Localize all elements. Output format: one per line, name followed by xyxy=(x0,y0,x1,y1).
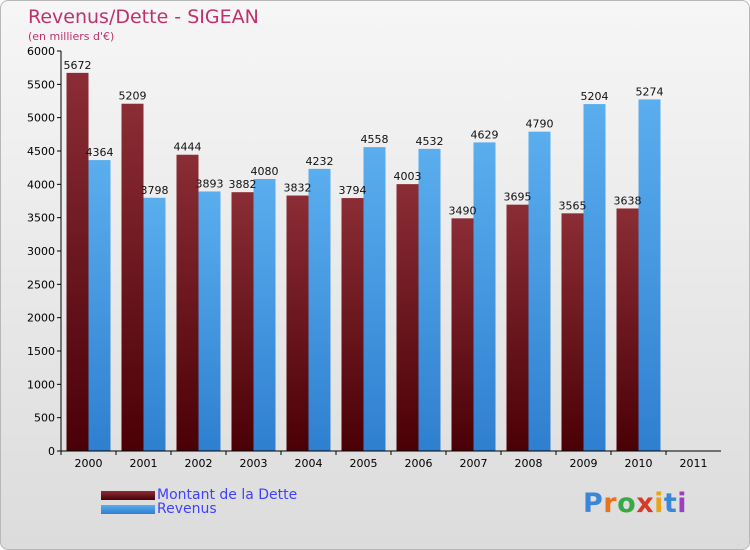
logo-letter: t xyxy=(663,488,678,519)
x-tick-label: 2005 xyxy=(350,457,378,470)
y-tick-label: 500 xyxy=(34,412,55,425)
x-tick-label: 2002 xyxy=(185,457,213,470)
x-tick-label: 2001 xyxy=(130,457,158,470)
data-label-dette: 3638 xyxy=(614,194,642,207)
data-label-revenus: 4532 xyxy=(416,135,444,148)
logo-letter: P xyxy=(583,488,604,519)
legend-label-revenus: Revenus xyxy=(157,501,217,517)
bar-revenus xyxy=(473,142,496,451)
data-label-dette: 4003 xyxy=(394,170,422,183)
bar-dette xyxy=(616,208,639,451)
data-label-revenus: 4790 xyxy=(526,118,554,131)
bar-revenus xyxy=(363,147,386,451)
bar-dette xyxy=(451,218,474,451)
x-tick-label: 2003 xyxy=(240,457,268,470)
data-label-dette: 3565 xyxy=(559,199,587,212)
data-label-dette: 3882 xyxy=(229,178,257,191)
bar-dette xyxy=(506,204,529,451)
proxiti-logo: Proxiti xyxy=(583,488,687,519)
data-label-dette: 5672 xyxy=(64,59,92,72)
logo-letter: x xyxy=(636,488,655,519)
data-label-revenus: 3798 xyxy=(141,184,169,197)
bar-revenus xyxy=(143,197,166,451)
bars xyxy=(66,72,661,452)
y-tick-label: 4000 xyxy=(27,178,55,191)
bar-dette xyxy=(176,154,199,451)
y-tick-label: 2500 xyxy=(27,278,55,291)
y-tick-label: 1500 xyxy=(27,345,55,358)
data-label-revenus: 5274 xyxy=(636,85,664,98)
bar-revenus xyxy=(253,179,276,451)
x-tick-label: 2006 xyxy=(405,457,433,470)
legend-item-revenus: Revenus xyxy=(101,501,217,517)
x-tick-label: 2000 xyxy=(75,457,103,470)
y-tick-label: 4500 xyxy=(27,145,55,158)
x-tick-label: 2004 xyxy=(295,457,323,470)
x-axis: 2000 2001 2002 2003 2004 2005 2006 2007 2008 2009… xyxy=(60,450,721,470)
x-tick-label: 2011 xyxy=(680,457,708,470)
bar-revenus xyxy=(418,148,441,451)
value-labels: 5672 5209 4444 3882 3832 3794 4003 3490 3695 3565… xyxy=(64,59,664,217)
data-label-revenus: 3893 xyxy=(196,177,224,190)
logo-letter: o xyxy=(617,488,637,519)
bar-revenus xyxy=(638,99,661,452)
data-label-revenus: 4558 xyxy=(361,133,389,146)
y-tick-label: 3500 xyxy=(27,212,55,225)
y-tick-label: 2000 xyxy=(27,312,55,325)
data-label-revenus: 4629 xyxy=(471,128,499,141)
bar-revenus xyxy=(583,104,606,452)
logo-letter: i xyxy=(677,488,688,519)
chart-title: Revenus/Dette - SIGEAN xyxy=(28,6,259,28)
y-axis: 0 500 1000 1500 2000 2500 3000 3500 4000 4500 5000… xyxy=(27,45,62,458)
bar-dette xyxy=(286,195,309,451)
data-label-dette: 5209 xyxy=(119,90,147,103)
chart-subtitle: (en milliers d'€) xyxy=(28,30,115,43)
bar-revenus xyxy=(88,160,111,452)
data-label-revenus: 4232 xyxy=(306,155,334,168)
data-label-dette: 3695 xyxy=(504,191,532,204)
bar-dette xyxy=(121,103,144,451)
data-label-revenus: 4080 xyxy=(251,165,279,178)
legend-label-dette: Montant de la Dette xyxy=(157,487,298,503)
bar-dette xyxy=(66,72,89,451)
y-tick-label: 0 xyxy=(48,445,55,458)
legend-swatch-revenus xyxy=(101,504,155,514)
data-label-revenus: 4364 xyxy=(86,146,114,159)
bar-revenus xyxy=(308,168,331,451)
y-tick-label: 5500 xyxy=(27,78,55,91)
x-tick-label: 2007 xyxy=(460,457,488,470)
data-label-dette: 3490 xyxy=(449,204,477,217)
legend-item-dette: Montant de la Dette xyxy=(101,487,298,503)
data-label-revenus: 5204 xyxy=(581,90,609,103)
bar-dette xyxy=(231,192,254,451)
data-label-dette: 3794 xyxy=(339,184,367,197)
bar-dette xyxy=(561,213,584,451)
logo-letter: r xyxy=(603,488,618,519)
legend-swatch-dette xyxy=(101,490,155,500)
bar-revenus xyxy=(528,131,551,451)
y-tick-label: 6000 xyxy=(27,45,55,58)
data-label-dette: 4444 xyxy=(174,141,202,154)
y-tick-label: 1000 xyxy=(27,378,55,391)
bar-revenus xyxy=(198,191,221,451)
x-tick-label: 2009 xyxy=(570,457,598,470)
y-tick-label: 5000 xyxy=(27,112,55,125)
logo-letter: i xyxy=(654,488,664,519)
x-tick-label: 2008 xyxy=(515,457,543,470)
data-label-dette: 3832 xyxy=(284,182,312,195)
bar-dette xyxy=(396,184,419,451)
x-tick-label: 2010 xyxy=(625,457,653,470)
bar-dette xyxy=(341,198,364,451)
y-tick-label: 3000 xyxy=(27,245,55,258)
